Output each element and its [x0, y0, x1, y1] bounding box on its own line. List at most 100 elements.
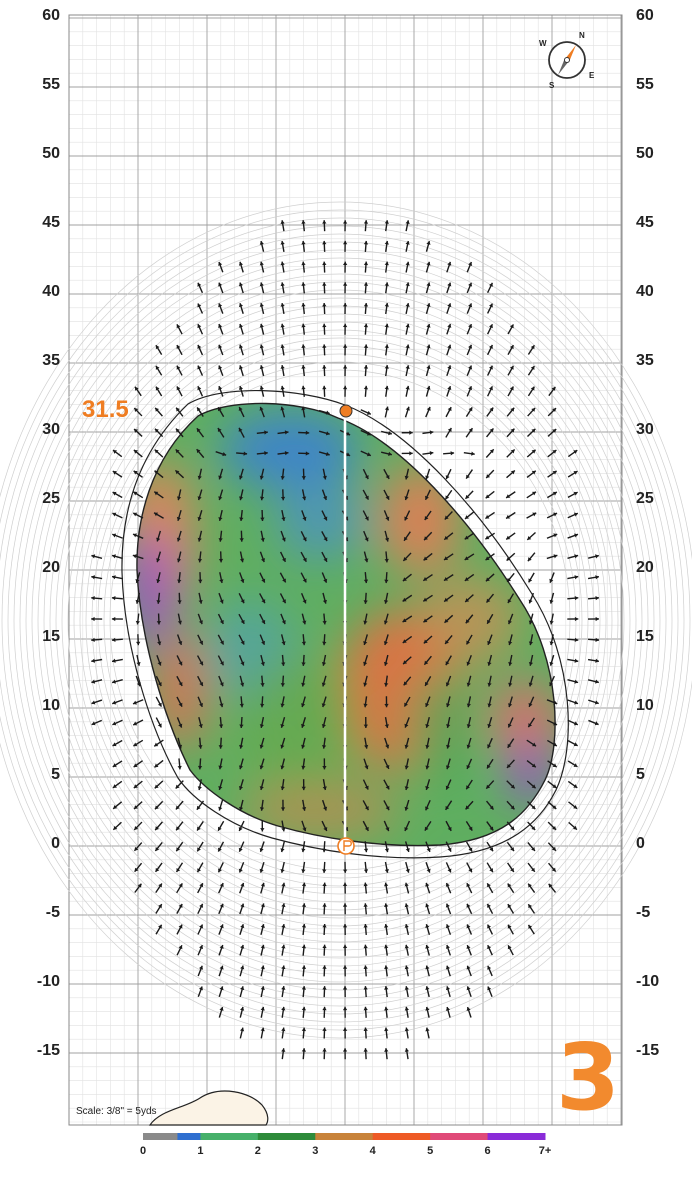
slope-arrow-head: [595, 595, 599, 601]
y-tick-right: 10: [636, 697, 654, 714]
slope-arrow-head: [301, 765, 306, 770]
slope-arrow-head: [409, 430, 413, 435]
slope-arrow-head: [404, 827, 409, 832]
slope-arrow-head: [489, 407, 494, 412]
slope-arrow-head: [531, 470, 536, 475]
slope-arrow-head: [573, 491, 578, 496]
slope-arrow-head: [383, 661, 389, 666]
slope-arrow-head: [552, 825, 557, 830]
slope-arrow-head: [549, 641, 554, 646]
slope-arrow-head: [485, 577, 490, 582]
slope-arrow-head: [424, 681, 429, 686]
slope-arrow-head: [261, 558, 266, 563]
slope-arrow-head: [156, 579, 161, 583]
slope-arrow-head: [219, 945, 224, 949]
slope-arrow-head: [404, 475, 409, 480]
slope-arrow-head: [384, 986, 389, 990]
slope-arrow-head: [218, 558, 224, 563]
slope-arrow-head: [404, 516, 409, 521]
slope-arrow-head: [238, 261, 244, 266]
slope-arrow-head: [176, 386, 181, 391]
slope-arrow-head: [385, 764, 390, 769]
slope-arrow-head: [259, 282, 264, 287]
slope-arrow-head: [423, 597, 428, 602]
slope-arrow-head: [506, 494, 511, 498]
slope-arrow-head: [112, 554, 116, 559]
slope-arrow-head: [301, 344, 306, 349]
slope-arrow-head: [445, 883, 450, 887]
slope-arrow-head: [156, 558, 161, 563]
slope-arrow-head: [424, 536, 428, 541]
slope-arrow-head: [238, 344, 244, 349]
slope-arrow-head: [325, 451, 330, 457]
slope-arrow-head: [238, 386, 244, 390]
slope-arrow-head: [426, 344, 431, 349]
slope-arrow-head: [240, 986, 245, 991]
slope-arrow-head: [364, 826, 369, 831]
slope-arrow-head: [177, 600, 182, 604]
slope-arrow-head: [425, 1027, 430, 1032]
slope-arrow-head: [466, 661, 471, 666]
slope-arrow-head: [426, 303, 431, 308]
slope-arrow-head: [154, 449, 159, 454]
slope-arrow-head: [198, 724, 203, 728]
slope-arrow-head: [447, 847, 452, 852]
slope-arrow-head: [281, 944, 286, 949]
slope-arrow-head: [218, 538, 223, 542]
slope-arrow-head: [322, 944, 327, 949]
slope-arrow-head: [574, 658, 579, 663]
slope-arrow-head: [573, 763, 578, 767]
slope-arrow-head: [301, 1027, 307, 1032]
slope-arrow-head: [447, 282, 452, 287]
slope-arrow-head: [220, 640, 224, 645]
slope-arrow-head: [508, 682, 513, 687]
slope-arrow-head: [364, 495, 369, 500]
slope-arrow-head: [506, 764, 511, 768]
slope-arrow-head: [487, 640, 492, 645]
slope-arrow-head: [323, 516, 328, 521]
slope-arrow-head: [342, 1048, 348, 1052]
legend-tick-label: 1: [197, 1145, 204, 1157]
slope-arrow-head: [528, 641, 534, 646]
slope-arrow-head: [301, 1048, 307, 1052]
contour-line: [79, 329, 601, 911]
slope-arrow-head: [595, 637, 599, 643]
slope-arrow-head: [342, 1027, 348, 1031]
slope-arrow-head: [91, 658, 95, 663]
slope-arrow-head: [158, 924, 162, 929]
slope-arrow-head: [322, 620, 327, 625]
slope-arrow-head: [282, 557, 286, 562]
slope-arrow-head: [510, 449, 515, 454]
slope-arrow-head: [445, 1006, 451, 1011]
slope-arrow-head: [384, 724, 389, 728]
slope-arrow-head: [549, 599, 554, 604]
slope-arrow-head: [322, 848, 327, 853]
slope-arrows: [91, 220, 600, 1060]
slope-arrow-head: [199, 883, 204, 888]
slope-arrow-head: [342, 385, 348, 390]
slope-arrow-head: [322, 220, 327, 224]
slope-arrow-head: [363, 661, 368, 666]
slope-arrow-head: [488, 365, 493, 370]
slope-arrow-head: [218, 806, 223, 811]
slope-arrow-head: [363, 986, 368, 990]
slope-arrow-head: [447, 303, 452, 308]
slope-arrow-head: [176, 537, 181, 542]
slope-arrow-head: [426, 406, 431, 411]
slope-arrow-head: [198, 599, 203, 604]
slope-arrow-head: [404, 806, 409, 811]
slope-arrow-head: [342, 261, 348, 266]
slope-arrow-head: [111, 575, 116, 580]
slope-arrow-head: [405, 282, 410, 287]
slope-arrow-head: [302, 537, 307, 542]
slope-arrow-head: [489, 449, 494, 454]
slope-arrow-head: [465, 598, 470, 602]
slope-arrow-head: [305, 430, 310, 435]
slope-arrow-head: [325, 410, 330, 415]
slope-arrow-head: [301, 385, 306, 390]
slope-arrow-head: [323, 557, 328, 562]
slope-arrow-head: [178, 924, 183, 929]
slope-arrow-head: [532, 742, 537, 747]
slope-arrow-head: [552, 805, 557, 809]
contour-line: [25, 257, 655, 983]
